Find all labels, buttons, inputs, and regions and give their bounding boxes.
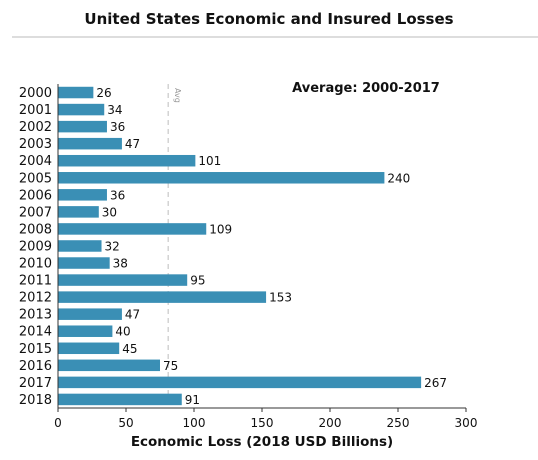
bar-2007 — [58, 206, 99, 218]
value-label-2010: 38 — [113, 257, 128, 271]
x-tick-label-150: 150 — [251, 416, 274, 430]
category-label-2014: 2014 — [19, 325, 52, 340]
bar-2009 — [58, 240, 102, 252]
bar-2005 — [58, 172, 385, 184]
value-label-2016: 75 — [163, 359, 178, 373]
category-label-2016: 2016 — [19, 359, 52, 374]
category-label-2000: 2000 — [19, 86, 52, 101]
bar-2004 — [58, 154, 196, 167]
category-label-2009: 2009 — [19, 239, 52, 254]
category-label-2015: 2015 — [19, 342, 52, 357]
bar-2015 — [58, 342, 120, 355]
value-label-2008: 109 — [209, 222, 232, 236]
bar-2012 — [58, 291, 267, 303]
category-label-2008: 2008 — [19, 222, 52, 237]
bar-2018 — [58, 393, 182, 406]
average-line-label: Avg — [173, 88, 182, 103]
value-label-2011: 95 — [190, 274, 205, 288]
bar-2003 — [58, 137, 122, 150]
x-tick-label-50: 50 — [118, 416, 133, 430]
value-label-2006: 36 — [110, 188, 125, 202]
value-label-2018: 91 — [185, 393, 200, 407]
bar-2008 — [58, 223, 207, 235]
category-label-2010: 2010 — [19, 257, 52, 272]
value-label-2004: 101 — [198, 154, 221, 168]
category-label-2006: 2006 — [19, 188, 52, 203]
category-label-2003: 2003 — [19, 137, 52, 152]
value-label-2009: 32 — [105, 239, 120, 253]
value-label-2015: 45 — [122, 342, 137, 356]
bar-2017 — [58, 376, 422, 389]
value-label-2005: 240 — [387, 171, 410, 185]
x-tick-label-100: 100 — [183, 416, 206, 430]
bar-2014 — [58, 325, 113, 337]
value-label-2000: 26 — [96, 86, 111, 100]
x-tick-label-0: 0 — [54, 416, 62, 430]
x-tick-label-300: 300 — [455, 416, 478, 430]
bar-2010 — [58, 257, 110, 269]
value-label-2012: 153 — [269, 291, 292, 305]
value-label-2003: 47 — [125, 137, 140, 151]
category-label-2012: 2012 — [19, 291, 52, 306]
value-label-2002: 36 — [110, 120, 125, 134]
value-label-2017: 267 — [424, 376, 447, 390]
category-label-2011: 2011 — [19, 274, 52, 289]
x-tick-label-200: 200 — [319, 416, 342, 430]
value-label-2013: 47 — [125, 308, 140, 322]
bar-2006 — [58, 189, 107, 201]
bar-2016 — [58, 359, 160, 372]
category-label-2018: 2018 — [19, 393, 52, 408]
value-label-2007: 30 — [102, 205, 117, 219]
chart-title: United States Economic and Insured Losse… — [84, 10, 453, 28]
value-label-2001: 34 — [107, 103, 122, 117]
bar-2013 — [58, 308, 122, 320]
category-label-2001: 2001 — [19, 103, 52, 118]
category-label-2005: 2005 — [19, 171, 52, 186]
category-label-2013: 2013 — [19, 308, 52, 323]
average-title: Average: 2000-2017 — [292, 81, 440, 96]
category-label-2007: 2007 — [19, 205, 52, 220]
bar-2001 — [58, 103, 105, 116]
category-label-2004: 2004 — [19, 154, 52, 169]
bar-2011 — [58, 274, 188, 286]
x-tick-label-250: 250 — [387, 416, 410, 430]
category-label-2002: 2002 — [19, 120, 52, 135]
category-label-2017: 2017 — [19, 376, 52, 391]
bar-2002 — [58, 120, 107, 133]
value-label-2014: 40 — [115, 325, 130, 339]
x-axis-label: Economic Loss (2018 USD Billions) — [131, 434, 393, 450]
bar-2000 — [58, 86, 94, 99]
